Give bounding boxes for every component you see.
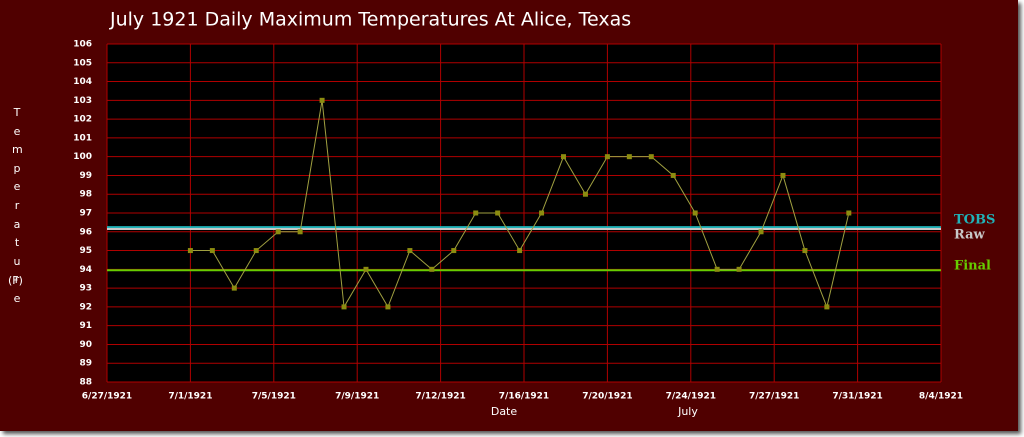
data-point (582, 191, 588, 197)
data-point (275, 229, 281, 235)
x-tick-label: 6/27/1921 (82, 392, 132, 402)
data-point (824, 304, 830, 310)
legend-entry: TOBS (954, 213, 995, 228)
data-point (802, 248, 808, 254)
y-tick-label: 97 (79, 209, 92, 219)
data-point (187, 248, 193, 254)
data-point (539, 210, 545, 216)
y-tick-label: 99 (79, 171, 92, 181)
data-point (319, 97, 325, 103)
y-tick-label: 102 (73, 115, 92, 125)
y-tick-label: 105 (73, 58, 92, 68)
data-point (648, 154, 654, 160)
data-point (253, 248, 259, 254)
x-tick-label: 7/12/1921 (415, 392, 465, 402)
x-tick-label: 7/20/1921 (582, 392, 632, 402)
y-tick-label: 92 (79, 302, 92, 312)
y-tick-label: 94 (79, 265, 92, 275)
y-axis-label: Temperature (12, 106, 23, 305)
data-point (736, 266, 742, 272)
y-tick-label: 93 (79, 284, 92, 294)
x-tick-label: 7/5/1921 (252, 392, 296, 402)
data-point (363, 266, 369, 272)
legend-entry: Raw (954, 228, 986, 243)
x-tick-label: 7/1/1921 (168, 392, 212, 402)
y-tick-label: 100 (73, 152, 92, 162)
y-tick-label: 88 (79, 378, 92, 388)
y-tick-label: 91 (79, 321, 92, 331)
data-point (341, 304, 347, 310)
data-point (429, 266, 435, 272)
data-point (407, 248, 413, 254)
data-point (670, 172, 676, 178)
data-point (385, 304, 391, 310)
data-point (517, 248, 523, 254)
y-tick-label: 101 (73, 133, 92, 143)
data-point (209, 248, 215, 254)
data-point (473, 210, 479, 216)
chart-title: July 1921 Daily Maximum Temperatures At … (109, 9, 631, 31)
data-point (626, 154, 632, 160)
x-tick-label: 7/16/1921 (499, 392, 549, 402)
y-tick-label: 89 (79, 359, 92, 369)
x-tick-label: 8/4/1921 (919, 392, 963, 402)
y-tick-label: 106 (73, 40, 92, 50)
data-point (780, 172, 786, 178)
x-tick-label: 7/24/1921 (666, 392, 716, 402)
data-point (561, 154, 567, 160)
data-point (451, 248, 457, 254)
x-axis-sublabel: July (677, 405, 698, 418)
data-point (495, 210, 501, 216)
data-point (231, 285, 237, 291)
y-tick-label: 104 (73, 77, 92, 87)
x-axis-label: Date (491, 405, 518, 418)
data-point (604, 154, 610, 160)
data-point (297, 229, 303, 235)
y-tick-label: 95 (79, 246, 92, 256)
legend-entry: Final (954, 259, 991, 274)
data-point (714, 266, 720, 272)
x-tick-label: 7/9/1921 (335, 392, 379, 402)
data-point (692, 210, 698, 216)
data-point (846, 210, 852, 216)
y-tick-label: 90 (79, 340, 92, 350)
x-tick-label: 7/31/1921 (832, 392, 882, 402)
y-tick-label: 98 (79, 190, 92, 200)
data-point (758, 229, 764, 235)
y-tick-label: 96 (79, 227, 92, 237)
y-axis-unit: (F) (8, 274, 23, 287)
y-tick-label: 103 (73, 96, 92, 106)
x-tick-label: 7/27/1921 (749, 392, 799, 402)
